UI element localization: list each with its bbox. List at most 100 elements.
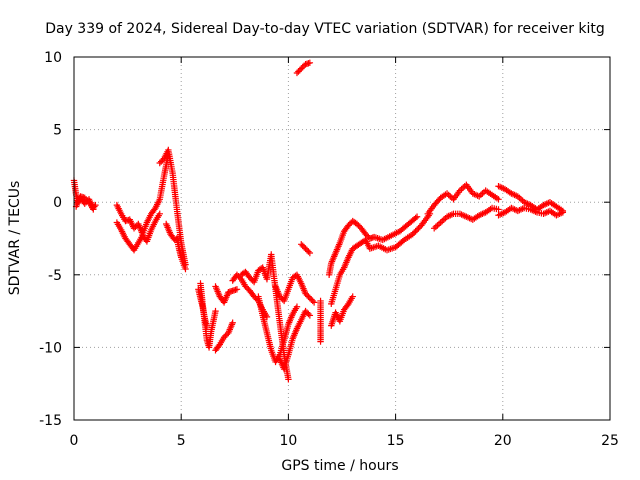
series-s26 <box>495 204 567 219</box>
series-s20 <box>325 213 421 278</box>
data-point <box>222 332 229 339</box>
data-point <box>302 290 309 297</box>
data-point <box>415 225 422 232</box>
data-point <box>156 159 163 167</box>
data-point <box>81 194 88 202</box>
data-point <box>349 293 356 300</box>
data-point <box>458 185 465 193</box>
y-tick-label: -15 <box>39 413 62 429</box>
data-point <box>517 196 525 203</box>
series-s4 <box>113 210 163 254</box>
data-point <box>511 206 518 213</box>
data-point <box>293 69 301 77</box>
data-point <box>306 294 314 302</box>
data-point <box>559 209 567 216</box>
data-point <box>447 212 454 219</box>
data-point <box>182 265 189 273</box>
series-s24 <box>430 204 502 232</box>
data-point <box>130 225 138 232</box>
data-point <box>556 210 563 218</box>
y-tick-label: 0 <box>53 195 62 211</box>
data-point <box>345 222 352 229</box>
data-point <box>300 244 308 251</box>
data-point <box>306 249 314 257</box>
data-point <box>410 229 418 236</box>
tick-layer: 0 5 10 15 20 25 10 5 0 -5 -10 -15 <box>39 50 619 449</box>
chart-title: Day 339 of 2024, Sidereal Day-to-day VTE… <box>45 21 605 37</box>
data-point <box>355 222 362 229</box>
series-s11 <box>212 319 236 354</box>
data-point <box>303 291 311 299</box>
data-point <box>409 230 416 238</box>
series-s7 <box>173 235 189 273</box>
series-s23 <box>424 181 502 218</box>
data-marks <box>70 59 567 383</box>
data-point <box>317 338 324 345</box>
data-point <box>434 222 441 229</box>
series-s17 <box>293 59 314 77</box>
data-point <box>243 284 251 292</box>
data-point <box>82 196 90 203</box>
data-point <box>412 214 419 222</box>
data-point <box>246 274 254 281</box>
data-point <box>310 299 318 306</box>
data-point <box>90 206 97 213</box>
y-tick-label: -5 <box>48 268 62 284</box>
series-s18 <box>298 241 314 257</box>
data-point <box>299 63 306 71</box>
data-point <box>362 230 369 238</box>
y-tick-label: 10 <box>44 50 62 66</box>
data-point <box>412 228 419 235</box>
series-s9 <box>195 286 211 331</box>
data-point <box>346 220 354 228</box>
series-s14 <box>255 293 301 366</box>
data-point <box>276 293 284 300</box>
series-s19 <box>317 297 324 345</box>
y-tick-label: 5 <box>53 123 62 139</box>
data-point <box>302 307 309 315</box>
data-point <box>459 184 467 191</box>
data-point <box>303 246 311 254</box>
data-point <box>285 376 292 383</box>
data-point <box>303 309 311 316</box>
data-point <box>306 312 314 319</box>
y-tick-label: -10 <box>39 340 62 356</box>
series-s16 <box>276 307 314 373</box>
series-s10 <box>212 283 241 306</box>
data-point <box>437 219 444 226</box>
series-s22 <box>328 293 356 329</box>
data-point <box>298 65 305 72</box>
data-point <box>305 293 312 300</box>
data-point <box>413 226 421 233</box>
data-point <box>432 223 439 231</box>
x-tick-label: 20 <box>494 433 512 449</box>
data-point <box>477 191 485 199</box>
data-point <box>413 213 421 220</box>
data-point <box>235 273 242 280</box>
data-point <box>308 296 315 303</box>
x-tick-label: 15 <box>387 433 405 449</box>
x-tick-label: 25 <box>601 433 619 449</box>
data-point <box>248 275 255 283</box>
data-point <box>233 286 241 293</box>
data-point <box>157 158 165 165</box>
data-point <box>295 68 302 75</box>
data-point <box>229 319 236 326</box>
data-point <box>305 310 312 318</box>
data-point <box>517 206 525 213</box>
data-point <box>215 342 222 350</box>
data-point <box>302 245 309 252</box>
data-point <box>495 196 502 203</box>
data-point <box>236 274 244 281</box>
data-point <box>435 220 443 228</box>
data-point <box>293 303 301 310</box>
x-tick-label: 10 <box>279 433 297 449</box>
series-s15 <box>272 271 318 306</box>
data-point <box>242 283 249 290</box>
data-point <box>309 297 316 305</box>
x-tick-label: 5 <box>177 433 186 449</box>
data-point <box>440 216 448 223</box>
x-tick-label: 0 <box>70 433 79 449</box>
data-point <box>212 307 219 315</box>
